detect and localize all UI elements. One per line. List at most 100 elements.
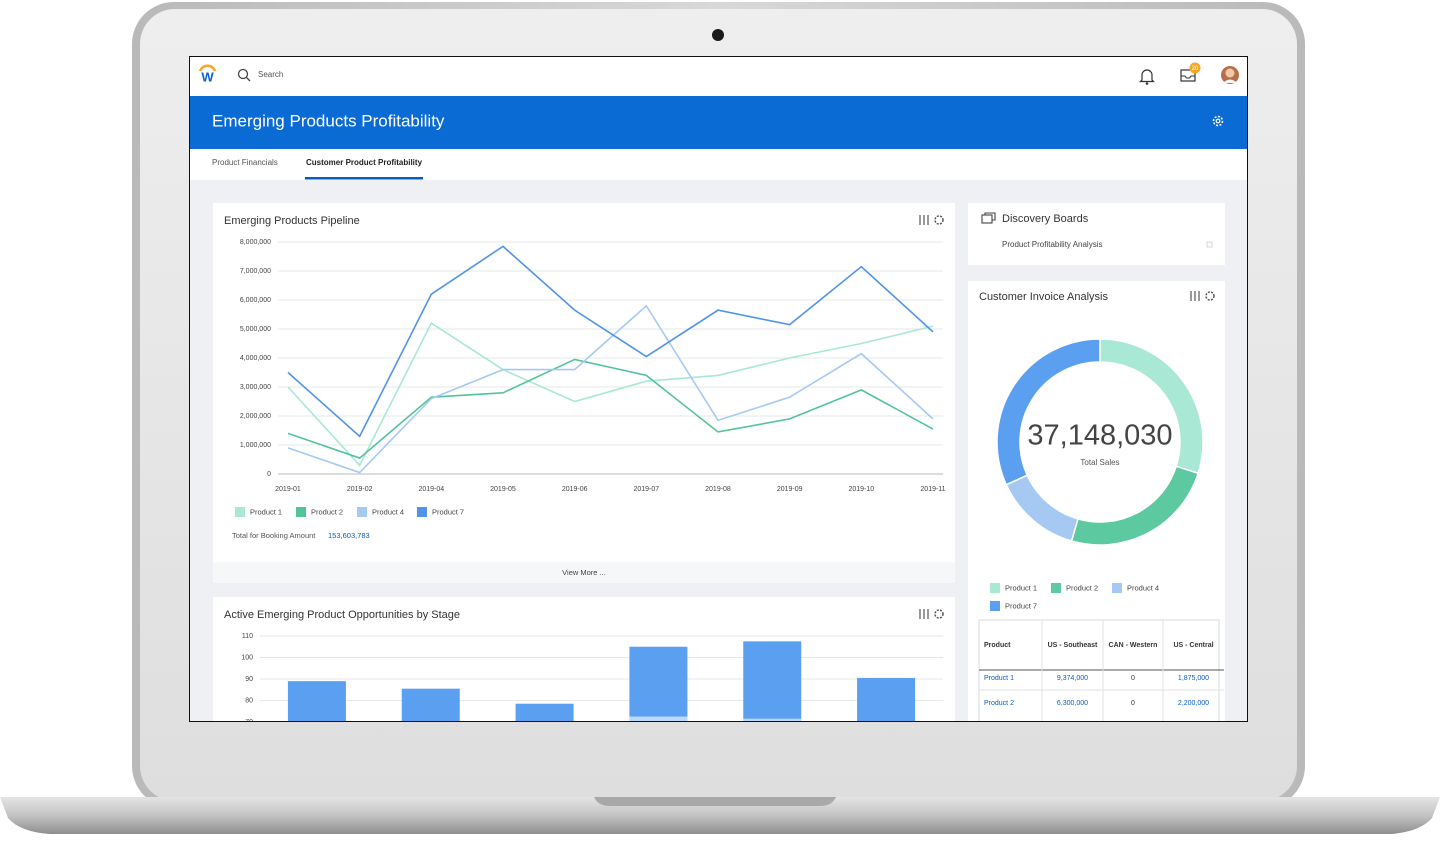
card-title: Emerging Products Pipeline (224, 215, 360, 227)
settings-icon[interactable] (1205, 291, 1215, 301)
search-placeholder[interactable]: Search (258, 70, 283, 79)
table-cell[interactable]: 2,200,000 (1178, 700, 1209, 707)
card-title: Customer Invoice Analysis (979, 291, 1108, 303)
page-title: Emerging Products Profitability (212, 111, 445, 130)
y-tick-label: 0 (267, 471, 271, 478)
camera (712, 29, 724, 41)
table-cell[interactable]: 1,875,000 (1178, 675, 1209, 682)
table-cell[interactable]: Product 1 (984, 675, 1014, 682)
discovery-icon (981, 212, 996, 224)
content: Emerging Products Pipeline 0 1,000,000 2,00… (224, 215, 1224, 726)
x-tick-label: 2019-11 (920, 486, 945, 493)
bar (629, 646, 688, 717)
base-notch (594, 797, 836, 806)
tab-underline (305, 177, 424, 180)
legend-label: Product 4 (1127, 583, 1159, 592)
legend-swatch (990, 601, 1000, 611)
y-tick-label: 90 (245, 676, 253, 683)
bar (857, 677, 916, 721)
banner-settings-icon[interactable] (1212, 115, 1224, 127)
tabs: Product Financials Customer Product Profi… (212, 158, 424, 180)
y-tick-label: 3,000,000 (240, 384, 271, 391)
donut-segment (996, 338, 1101, 486)
settings-icon[interactable] (934, 609, 944, 619)
x-tick-label: 2019-01 (275, 486, 301, 493)
table-header: Product (984, 642, 1011, 649)
view-more[interactable]: View More ... (562, 568, 606, 577)
line-series (287, 245, 934, 438)
card-footer (213, 562, 955, 583)
table-cell[interactable]: 6,300,000 (1057, 700, 1088, 707)
card-actions[interactable] (1190, 291, 1215, 301)
x-tick-label: 2019-02 (347, 486, 373, 493)
x-tick-label: 2019-06 (562, 486, 588, 493)
table-header: US - Central (1173, 642, 1213, 649)
total-value[interactable]: 153,603,783 (328, 531, 370, 540)
card-actions[interactable] (919, 609, 944, 619)
bar (743, 641, 802, 719)
legend-label: Product 1 (1005, 583, 1037, 592)
screen: W Search 20 Emerging Products Profitabil… (190, 57, 1247, 726)
table-cell[interactable]: 9,374,000 (1057, 675, 1088, 682)
line-series (287, 304, 934, 474)
notifications-icon[interactable] (1139, 69, 1155, 85)
x-tick-label: 2019-10 (848, 486, 874, 493)
legend-label: Product 7 (432, 507, 464, 516)
card (968, 203, 1225, 265)
laptop-base (0, 797, 1440, 834)
table-cell: 0 (1131, 700, 1135, 707)
tab[interactable]: Product Financials (212, 158, 278, 167)
discovery-item[interactable]: Product Profitability Analysis (1002, 240, 1103, 249)
banner (190, 96, 1247, 149)
legend-label: Product 2 (1066, 583, 1098, 592)
y-tick-label: 2,000,000 (240, 413, 271, 420)
y-tick-label: 100 (241, 654, 253, 661)
x-tick-label: 2019-07 (633, 486, 659, 493)
x-tick-label: 2019-04 (418, 486, 444, 493)
legend-label: Product 1 (250, 507, 282, 516)
total-label: Total for Booking Amount (232, 531, 316, 540)
legend-swatch (235, 507, 245, 517)
donut-center-value: 37,148,030 (1027, 420, 1172, 452)
table-header: US - Southeast (1048, 642, 1098, 649)
y-tick-label: 8,000,000 (240, 239, 271, 246)
bar (515, 703, 574, 721)
legend-label: Product 7 (1005, 601, 1037, 610)
table-cell[interactable]: Product 2 (984, 700, 1014, 707)
legend-swatch (1112, 583, 1122, 593)
legend-swatch (990, 583, 1000, 593)
x-tick-label: 2019-09 (777, 486, 803, 493)
y-tick-label: 1,000,000 (240, 442, 271, 449)
tab[interactable]: Customer Product Profitability (306, 158, 423, 167)
x-tick-label: 2019-05 (490, 486, 516, 493)
table-header: CAN - Western (1109, 642, 1158, 649)
external-link-icon[interactable] (1206, 241, 1213, 248)
legend-label: Product 4 (372, 507, 404, 516)
bar (401, 688, 460, 721)
line-series (287, 322, 934, 467)
line-series (287, 358, 934, 459)
y-tick-label: 80 (245, 697, 253, 704)
y-tick-label: 6,000,000 (240, 297, 271, 304)
inbox-badge: 20 (1192, 66, 1199, 72)
y-tick-label: 70 (245, 719, 253, 726)
bar (629, 716, 688, 721)
y-tick-label: 7,000,000 (240, 268, 271, 275)
card-title: Active Emerging Product Opportunities by… (224, 609, 460, 621)
x-tick-label: 2019-08 (705, 486, 731, 493)
bar (743, 718, 802, 721)
settings-icon[interactable] (934, 215, 944, 225)
y-tick-label: 4,000,000 (240, 355, 271, 362)
logo[interactable]: W (198, 64, 217, 85)
avatar[interactable] (1221, 66, 1239, 84)
card-actions[interactable] (919, 215, 944, 225)
legend-swatch (417, 507, 427, 517)
inbox-icon[interactable] (1180, 62, 1201, 82)
search-icon[interactable] (237, 68, 251, 82)
y-tick-label: 5,000,000 (240, 326, 271, 333)
y-tick-label: 110 (242, 633, 253, 640)
card (213, 203, 955, 583)
